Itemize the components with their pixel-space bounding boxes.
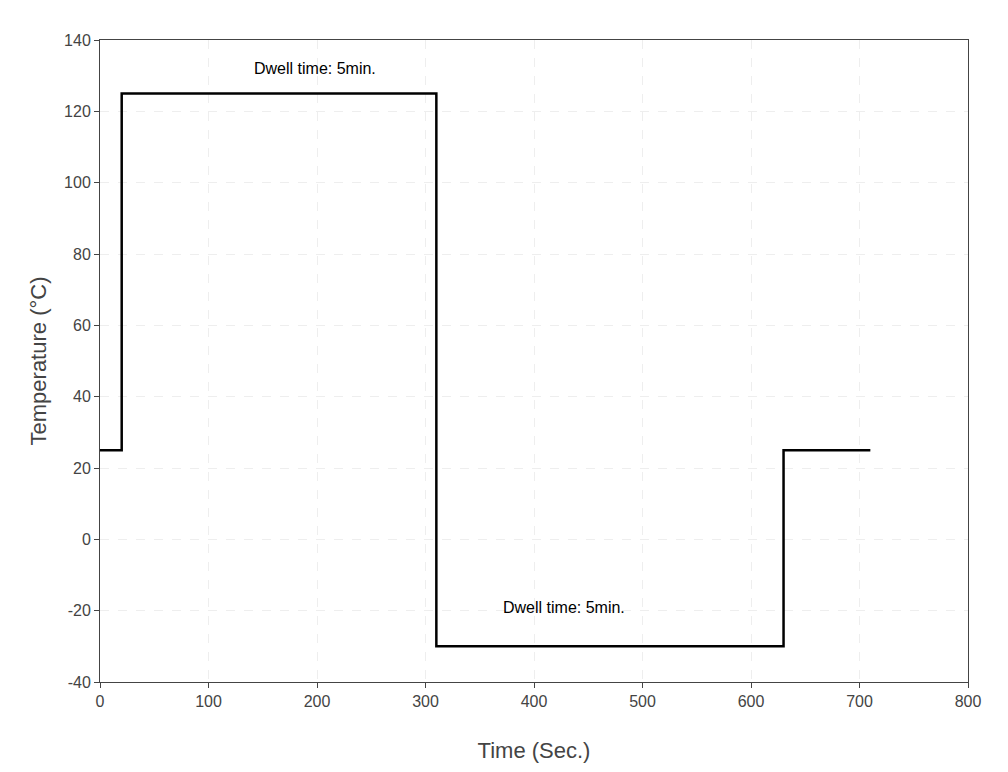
- svg-text:600: 600: [738, 693, 765, 710]
- svg-text:Time (Sec.): Time (Sec.): [478, 738, 591, 763]
- svg-text:100: 100: [195, 693, 222, 710]
- svg-text:800: 800: [955, 693, 982, 710]
- svg-text:-20: -20: [68, 602, 91, 619]
- svg-text:-40: -40: [68, 674, 91, 691]
- svg-text:200: 200: [304, 693, 331, 710]
- svg-text:100: 100: [64, 174, 91, 191]
- svg-text:140: 140: [64, 32, 91, 49]
- svg-text:20: 20: [73, 460, 91, 477]
- svg-text:400: 400: [521, 693, 548, 710]
- svg-text:40: 40: [73, 388, 91, 405]
- svg-text:80: 80: [73, 246, 91, 263]
- svg-text:0: 0: [82, 531, 91, 548]
- svg-text:700: 700: [846, 693, 873, 710]
- svg-text:500: 500: [629, 693, 656, 710]
- svg-text:Dwell time: 5min.: Dwell time: 5min.: [254, 60, 376, 77]
- svg-text:Dwell time: 5min.: Dwell time: 5min.: [503, 599, 625, 616]
- svg-text:60: 60: [73, 317, 91, 334]
- svg-text:Temperature (°C): Temperature (°C): [26, 277, 51, 446]
- svg-text:0: 0: [96, 693, 105, 710]
- svg-text:120: 120: [64, 103, 91, 120]
- svg-text:300: 300: [412, 693, 439, 710]
